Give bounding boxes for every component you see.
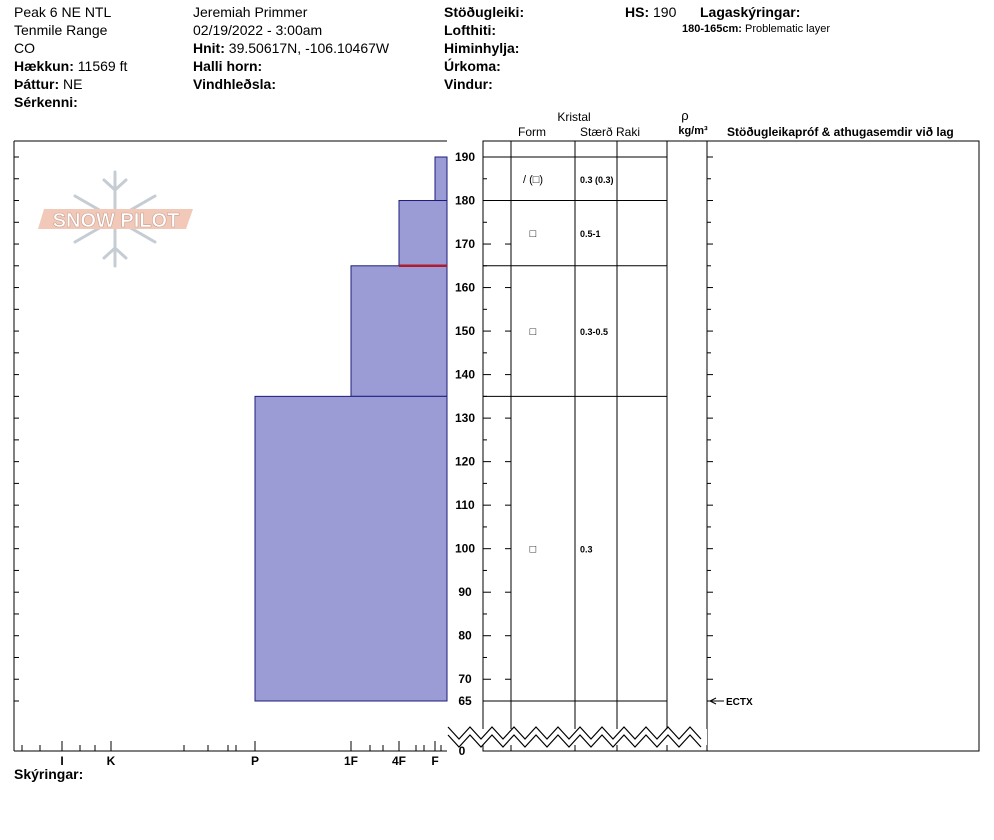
depth-tick-label: 70 <box>458 672 472 686</box>
grain-form-symbol: / (□) <box>523 174 543 186</box>
sky-label: Himinhylja: <box>444 40 520 56</box>
elevation-row: Hækkun: 11569 ft <box>14 57 127 75</box>
table-frame <box>482 140 980 752</box>
aspect-row: Þáttur: NE <box>14 75 82 93</box>
aspect-label: Þáttur: <box>14 76 60 92</box>
precip-label: Úrkoma: <box>444 58 501 74</box>
observer-name: Jeremiah Primmer <box>193 4 308 20</box>
grain-size-value: 0.3-0.5 <box>580 327 608 337</box>
depth-tick-label: 120 <box>455 455 475 469</box>
state-name: CO <box>14 40 35 56</box>
depth-tick-label: 80 <box>458 629 472 643</box>
rho-header: ρ <box>681 108 688 123</box>
grain-form-symbol: □ <box>530 544 537 556</box>
hardness-bar <box>254 395 448 702</box>
hardness-bar <box>350 265 448 397</box>
hs-label: HS: <box>625 4 650 20</box>
density-unit-header: kg/m³ <box>678 125 708 137</box>
depth-tick-label: 170 <box>455 237 475 251</box>
depth-tick-label: 110 <box>455 498 475 512</box>
layer-notes-label: Lagaskýringar: <box>700 4 801 20</box>
wind-loading-label: Vindhleðsla: <box>193 76 276 92</box>
size-header: Stærð <box>580 125 613 139</box>
moisture-header: Raki <box>616 125 640 139</box>
features-label: Sérkenni: <box>14 94 78 110</box>
axis-break-zigzag <box>447 734 702 748</box>
depth-tick-label: 180 <box>455 194 475 208</box>
stability-label: Stöðugleiki: <box>444 4 525 20</box>
depth-tick-label: 0 <box>459 744 466 758</box>
depth-tick-label: 160 <box>455 281 475 295</box>
hardness-tick-label: I <box>60 754 63 768</box>
depth-tick-label: 150 <box>455 324 475 338</box>
hardness-bar <box>398 200 448 267</box>
crystal-header: Kristal <box>557 110 590 124</box>
hs-row: HS: 190 <box>625 3 676 21</box>
layer-note: 180-165cm: Problematic layer <box>682 22 830 36</box>
legend-label: Skýringar: <box>14 766 84 782</box>
grain-size-value: 0.3 <box>580 545 593 555</box>
air-temp-label: Lofthiti: <box>444 22 497 38</box>
slope-label: Halli horn: <box>193 58 263 74</box>
logo-text: SNOW PILOT <box>53 210 180 232</box>
range-name: Tenmile Range <box>14 22 108 38</box>
layer-note-text: Problematic layer <box>745 23 830 35</box>
elevation-label: Hækkun: <box>14 58 74 74</box>
depth-tick-label: 90 <box>458 585 472 599</box>
depth-tick-label: 140 <box>455 368 475 382</box>
elevation-value: 11569 ft <box>77 58 128 74</box>
grain-form-symbol: □ <box>530 326 537 338</box>
hardness-tick-label: F <box>431 754 438 768</box>
layer-note-range: 180-165cm: <box>682 23 742 35</box>
hardness-tick-label: 4F <box>392 754 406 768</box>
location-name: Peak 6 NE NTL <box>14 4 112 20</box>
grain-form-symbol: □ <box>530 228 537 240</box>
hardness-tick-label: P <box>251 754 259 768</box>
depth-tick-label: 100 <box>455 542 475 556</box>
aspect-value: NE <box>63 76 83 92</box>
snowpilot-logo: SNOW PILOT <box>38 170 193 268</box>
axis-break-zigzag <box>447 726 702 740</box>
hs-value: 190 <box>653 4 677 20</box>
hardness-bar <box>434 156 448 202</box>
grain-size-value: 0.3 (0.3) <box>580 175 614 185</box>
test-marker-arrow <box>708 697 717 705</box>
snow-profile-chart: Kristal Form Stærð Raki ρ kg/m³ Stöðugle… <box>13 108 980 768</box>
depth-tick-label: 65 <box>458 694 472 708</box>
form-header: Form <box>518 125 546 139</box>
wind-label: Vindur: <box>444 76 493 92</box>
coords-value: 39.50617N, -106.10467W <box>228 40 390 56</box>
hardness-tick-label: 1F <box>344 754 358 768</box>
grain-size-value: 0.5-1 <box>580 229 601 239</box>
test-label: ECTX <box>726 697 753 708</box>
depth-tick-label: 190 <box>455 150 475 164</box>
depth-tick-label: 130 <box>455 411 475 425</box>
tests-header: Stöðugleikapróf & athugasemdir við lag <box>727 125 954 139</box>
observation-datetime: 02/19/2022 - 3:00am <box>193 22 323 38</box>
coords-row: Hnit: 39.50617N, -106.10467W <box>193 39 389 57</box>
hardness-tick-label: K <box>107 754 116 768</box>
coords-label: Hnit: <box>193 40 225 56</box>
